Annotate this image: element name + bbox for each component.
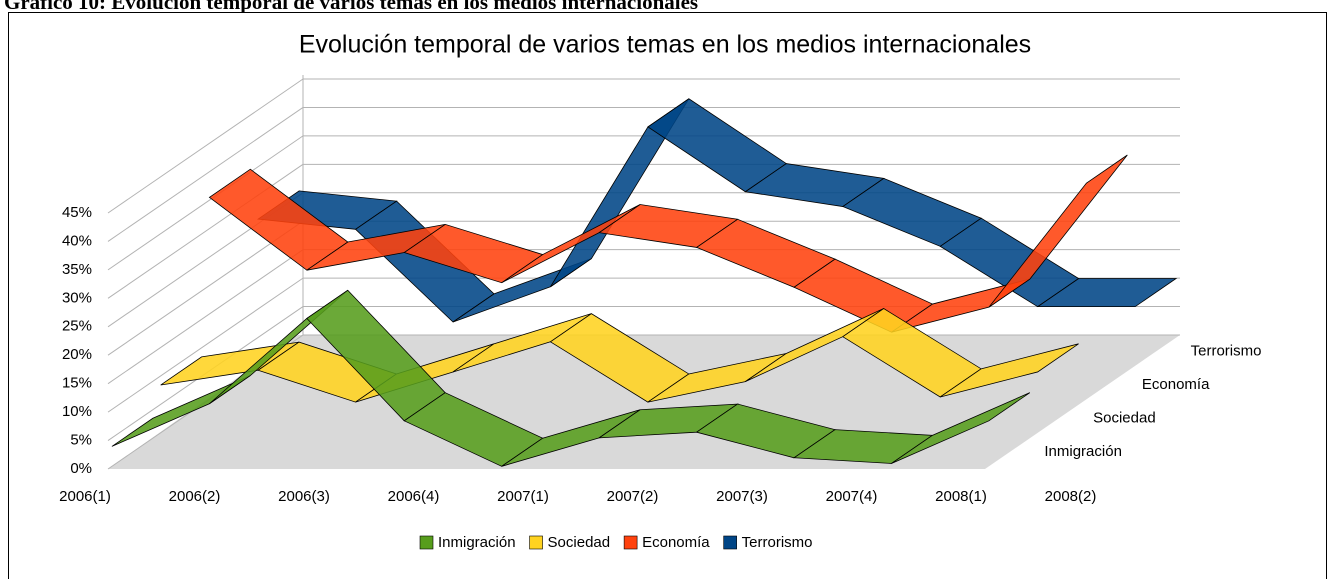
- page-title: Gráfico 10: Evolución temporal de varios…: [4, 0, 698, 14]
- depth-label: Terrorismo: [1191, 343, 1262, 360]
- y-tick-label: 35%: [62, 261, 92, 278]
- grid-line: [107, 135, 304, 271]
- x-tick-label: 2007(2): [607, 488, 659, 505]
- x-tick-label: 2007(3): [716, 488, 768, 505]
- y-tick-label: 10%: [62, 403, 92, 420]
- y-tick-label: 5%: [70, 432, 92, 449]
- legend-label: Inmigración: [438, 534, 516, 551]
- y-tick-label: 0%: [70, 460, 92, 477]
- legend-swatch: [723, 535, 737, 550]
- legend-swatch: [623, 535, 638, 550]
- depth-label: Inmigración: [1044, 443, 1122, 460]
- grid-line: [107, 78, 304, 214]
- y-tick-label: 20%: [62, 346, 92, 363]
- x-tick-label: 2008(1): [935, 488, 987, 505]
- depth-label: Economía: [1142, 376, 1210, 393]
- grid-line: [107, 107, 304, 242]
- y-tick-label: 25%: [62, 318, 92, 335]
- y-tick-label: 15%: [62, 375, 92, 392]
- grid-line: [107, 249, 304, 385]
- grid-line: [107, 277, 304, 413]
- x-tick-label: 2006(4): [388, 488, 440, 505]
- ribbon-segment: [988, 154, 1128, 308]
- x-tick-label: 2006(2): [169, 488, 221, 505]
- x-tick-label: 2007(4): [826, 488, 878, 505]
- chart-title: Evolución temporal de varios temas en lo…: [299, 31, 1031, 59]
- y-tick-label: 40%: [62, 232, 92, 249]
- x-tick-label: 2006(1): [59, 488, 111, 505]
- legend-swatch: [529, 535, 543, 550]
- ribbon-segment: [939, 343, 1079, 398]
- legend-label: Economía: [642, 534, 710, 551]
- x-tick-label: 2006(3): [278, 488, 330, 505]
- x-tick-label: 2008(2): [1045, 488, 1097, 505]
- grid-line: [107, 220, 304, 356]
- legend-label: Sociedad: [548, 534, 611, 551]
- y-tick-label: 45%: [62, 204, 92, 221]
- depth-label: Sociedad: [1093, 410, 1156, 427]
- ribbon-segment: [1036, 278, 1178, 308]
- legend-swatch: [419, 535, 434, 550]
- legend-label: Terrorismo: [742, 534, 813, 551]
- ribbon-segment: [891, 392, 1031, 464]
- y-tick-label: 30%: [62, 289, 92, 306]
- x-tick-label: 2007(1): [497, 488, 549, 505]
